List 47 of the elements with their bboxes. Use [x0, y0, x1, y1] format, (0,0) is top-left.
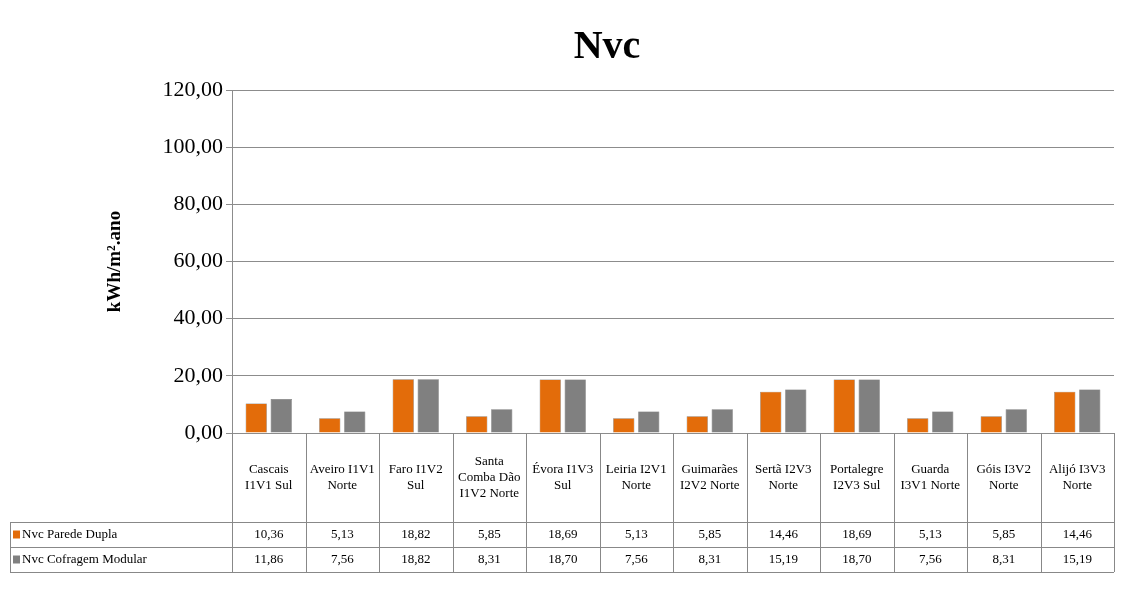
data-label: 11,86 [254, 550, 284, 566]
data-label: 15,19 [768, 550, 798, 566]
y-axis-title: kWh/m².ano [103, 210, 125, 313]
data-label: 8,31 [992, 550, 1016, 566]
data-label: 5,13 [624, 525, 648, 541]
data-label: 18,69 [548, 525, 578, 541]
y-tick-label: 0,00 [184, 418, 223, 444]
data-label: 10,36 [254, 525, 284, 541]
chart-title: Nvc [573, 22, 641, 68]
x-tick-label: Guarda I3V1 Norte [900, 460, 961, 492]
data-label: 8,31 [477, 550, 501, 566]
data-label: 7,56 [918, 550, 943, 566]
data-label: 18,82 [401, 525, 431, 541]
data-label: 5,85 [992, 525, 1016, 541]
data-label: 5,85 [698, 525, 722, 541]
data-label: 7,56 [624, 550, 649, 566]
y-tick-label: 20,00 [173, 361, 223, 387]
legend-label: Nvc Cofragem Modular [22, 550, 148, 566]
x-tick-label: Alijó I3V3 Norte [1048, 460, 1106, 492]
x-tick-label: Portalegre I2V3 Sul [830, 460, 884, 492]
data-label: 14,46 [768, 525, 799, 541]
data-label: 5,13 [330, 525, 354, 541]
data-label: 18,82 [401, 550, 431, 566]
data-label: 15,19 [1062, 550, 1092, 566]
legend-label: Nvc Parede Dupla [22, 525, 118, 541]
x-tick-label: Sertã I2V3 Norte [754, 460, 812, 492]
y-tick-label: 120,00 [162, 75, 223, 101]
y-tick-label: 60,00 [173, 247, 223, 273]
x-tick-label: Góis I3V2 Norte [976, 460, 1032, 492]
data-label: 18,70 [842, 550, 872, 566]
data-label: 18,69 [842, 525, 872, 541]
data-label: 5,85 [477, 525, 501, 541]
x-tick-label: Aveiro I1V1 Norte [309, 460, 375, 492]
data-label: 18,70 [548, 550, 578, 566]
x-tick-label: Cascais I1V1 Sul [245, 460, 293, 492]
data-label: 14,46 [1062, 525, 1093, 541]
data-label: 5,13 [918, 525, 942, 541]
x-tick-label: Faro I1V2 Sul [388, 460, 443, 492]
x-tick-label: Guimarães I2V2 Norte [679, 460, 740, 492]
y-tick-label: 40,00 [173, 304, 223, 330]
x-tick-label: Leiria I2V1 Norte [605, 460, 667, 492]
y-tick-label: 100,00 [162, 132, 223, 158]
data-label: 7,56 [330, 550, 355, 566]
data-label: 8,31 [698, 550, 722, 566]
x-tick-label: Santa Comba Dão I1V2 Norte [458, 452, 521, 500]
x-tick-label: Évora I1V3 Sul [532, 460, 594, 492]
y-tick-label: 80,00 [173, 190, 223, 216]
